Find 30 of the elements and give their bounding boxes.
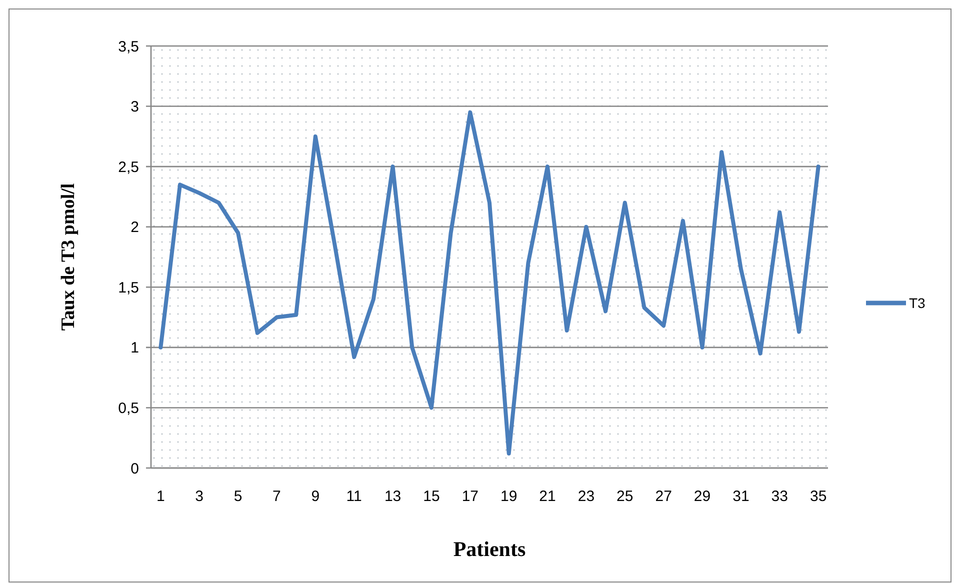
x-tick-label: 1 [156,488,165,505]
x-tick-label: 15 [423,488,440,505]
x-tick-label: 33 [771,488,788,505]
y-tick-label: 1,5 [118,279,139,296]
x-tick-label: 13 [384,488,402,505]
y-tick-label: 3,5 [118,38,139,56]
line-series [158,110,820,456]
x-tick-label: 9 [311,488,320,505]
x-tick-label: 35 [810,488,827,505]
y-tick-label: 2,5 [118,158,139,176]
legend-label: T3 [909,294,926,311]
x-tick-label: 17 [462,488,478,505]
x-tick-label: 3 [195,488,204,505]
x-tick-label: 27 [655,488,672,505]
x-tick-label: 7 [272,488,281,505]
y-axis-title: Taux de T3 pmol/l [58,183,79,331]
y-tick-label: 2 [130,219,139,236]
y-tick-label: 1 [130,340,139,357]
x-tick-label: 31 [732,488,750,505]
x-tick-label: 21 [539,488,556,505]
x-tick-label: 11 [346,488,362,505]
x-tick-label: 23 [578,488,595,505]
x-tick-label: 19 [500,488,518,505]
y-tick-label: 0,5 [118,400,139,417]
x-tick-label: 25 [616,488,634,505]
y-tick-label: 0 [130,460,139,478]
y-tick-label: 3 [130,98,139,116]
x-tick-label: 29 [694,488,711,505]
x-axis-title: Patients [453,537,526,561]
x-tick-label: 5 [234,488,242,505]
